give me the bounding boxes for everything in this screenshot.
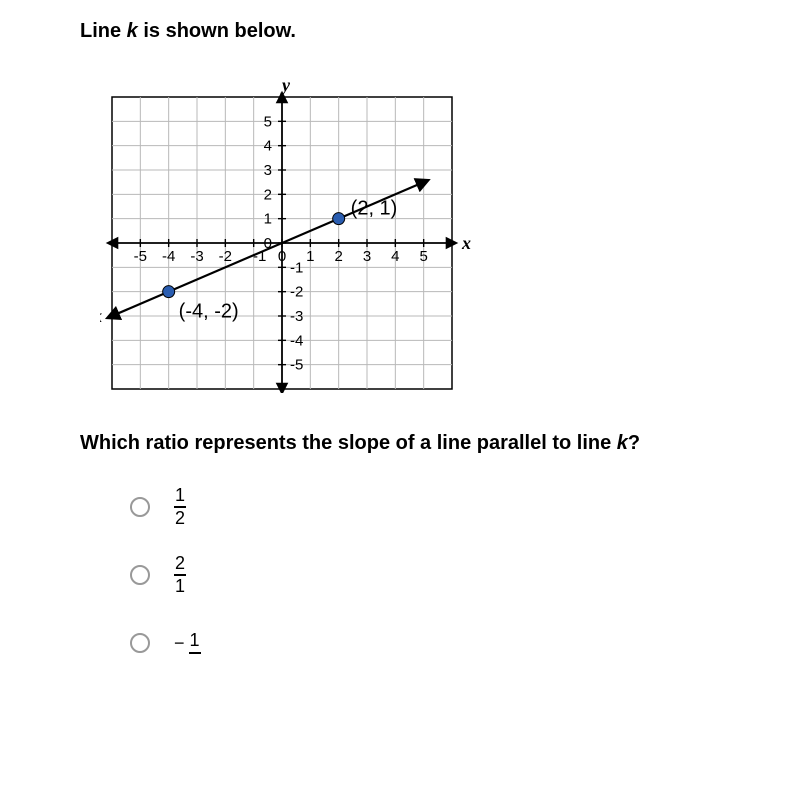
svg-text:3: 3 bbox=[264, 162, 272, 179]
svg-text:1: 1 bbox=[264, 211, 272, 228]
options-list: 1221−1 bbox=[80, 486, 750, 664]
svg-text:k: k bbox=[100, 306, 102, 326]
fraction: 12 bbox=[174, 486, 186, 529]
radio-button[interactable] bbox=[130, 497, 150, 517]
answer-option[interactable]: 21 bbox=[130, 554, 750, 596]
svg-text:-5: -5 bbox=[134, 248, 147, 265]
svg-text:1: 1 bbox=[306, 248, 314, 265]
svg-text:-3: -3 bbox=[290, 308, 303, 325]
option-value: 21 bbox=[174, 554, 186, 597]
answer-option[interactable]: −1 bbox=[130, 622, 750, 664]
fraction-numerator: 2 bbox=[175, 554, 185, 574]
svg-text:0: 0 bbox=[278, 248, 286, 265]
svg-text:4: 4 bbox=[264, 138, 272, 155]
svg-text:x: x bbox=[461, 233, 471, 253]
svg-text:4: 4 bbox=[391, 248, 399, 265]
prompt-post: is shown below. bbox=[138, 20, 296, 42]
svg-text:2: 2 bbox=[334, 248, 342, 265]
fraction-bar bbox=[189, 652, 201, 653]
svg-text:(-4, -2): (-4, -2) bbox=[179, 301, 239, 323]
radio-button[interactable] bbox=[130, 633, 150, 653]
minus-sign: − bbox=[174, 633, 185, 654]
svg-text:-4: -4 bbox=[162, 248, 175, 265]
graph-container: -5-4-3-2012345543210-1-2-3-4-5-1(2, 1)(-… bbox=[100, 73, 750, 398]
fraction-numerator: 1 bbox=[190, 631, 200, 651]
question-text: Which ratio represents the slope of a li… bbox=[80, 428, 750, 458]
prompt-pre: Line bbox=[80, 20, 127, 42]
option-value: −1 bbox=[174, 631, 201, 654]
fraction-denominator: 2 bbox=[175, 509, 185, 529]
svg-text:-1: -1 bbox=[290, 259, 303, 276]
svg-text:5: 5 bbox=[419, 248, 427, 265]
question-var: k bbox=[617, 432, 628, 454]
svg-text:5: 5 bbox=[264, 113, 272, 130]
svg-text:3: 3 bbox=[363, 248, 371, 265]
question-pre: Which ratio represents the slope of a li… bbox=[80, 432, 617, 454]
svg-text:-4: -4 bbox=[290, 332, 303, 349]
question-post: ? bbox=[628, 432, 640, 454]
fraction: 1 bbox=[189, 631, 201, 654]
svg-text:-5: -5 bbox=[290, 357, 303, 374]
svg-text:2: 2 bbox=[264, 186, 272, 203]
fraction-denominator: 1 bbox=[175, 577, 185, 597]
fraction-numerator: 1 bbox=[175, 486, 185, 506]
svg-text:-2: -2 bbox=[290, 284, 303, 301]
option-value: 12 bbox=[174, 486, 186, 529]
answer-option[interactable]: 12 bbox=[130, 486, 750, 528]
prompt-line: Line k is shown below. bbox=[80, 20, 750, 43]
fraction: 21 bbox=[174, 554, 186, 597]
prompt-var: k bbox=[127, 20, 138, 42]
radio-button[interactable] bbox=[130, 565, 150, 585]
coordinate-graph: -5-4-3-2012345543210-1-2-3-4-5-1(2, 1)(-… bbox=[100, 73, 480, 393]
svg-text:-3: -3 bbox=[190, 248, 203, 265]
svg-text:-2: -2 bbox=[219, 248, 232, 265]
svg-text:(2, 1): (2, 1) bbox=[351, 198, 398, 220]
svg-text:y: y bbox=[280, 75, 291, 95]
